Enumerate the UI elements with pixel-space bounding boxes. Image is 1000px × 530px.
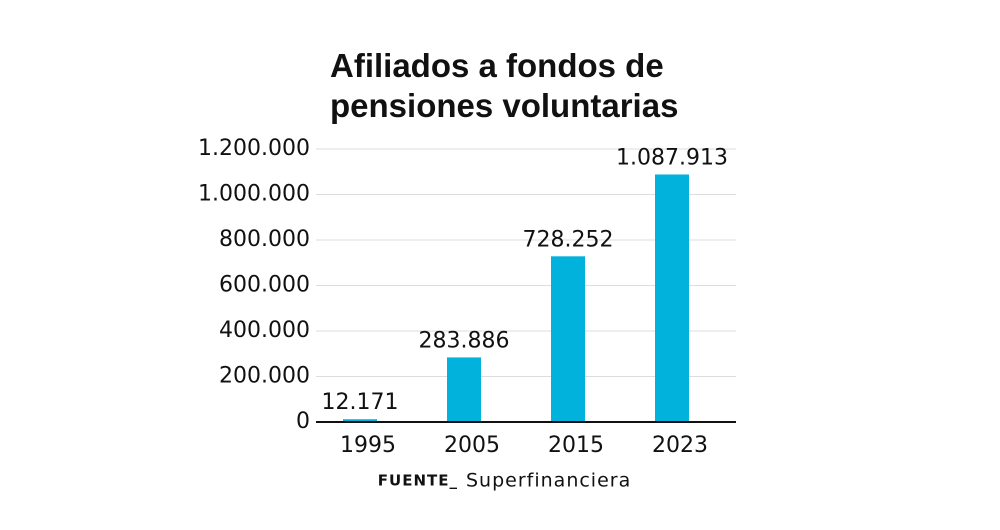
chart-title: Afiliados a fondos de pensiones voluntar… [330,47,679,124]
value-label: 728.252 [523,227,614,252]
source-label: FUENTE_ [378,472,458,490]
y-tick-label: 400.000 [219,318,310,343]
bar [447,357,481,422]
bar [343,419,377,422]
y-tick-label: 0 [296,409,310,434]
y-tick-label: 600.000 [219,273,310,298]
bar [551,256,585,422]
value-label: 12.171 [322,390,399,415]
x-tick-label: 2023 [652,433,708,458]
x-tick-label: 2015 [548,433,604,458]
bar [655,174,689,422]
y-tick-label: 200.000 [219,364,310,389]
source: Superfinanciera [466,470,631,492]
x-tick-label: 1995 [340,433,396,458]
value-label: 283.886 [419,328,510,353]
y-tick-label: 1.000.000 [198,182,310,207]
value-label: 1.087.913 [616,145,728,170]
y-tick-label: 800.000 [219,227,310,252]
y-tick-label: 1.200.000 [198,136,310,161]
x-tick-label: 2005 [444,433,500,458]
